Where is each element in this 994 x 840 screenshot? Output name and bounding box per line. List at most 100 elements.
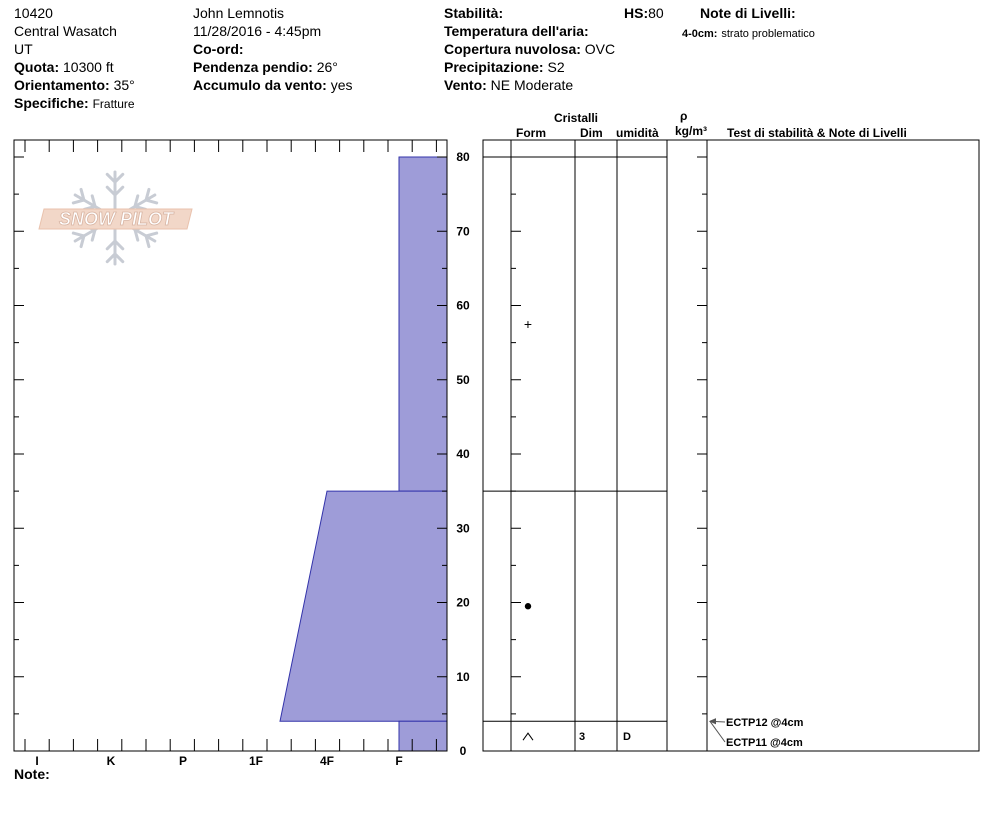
depth-label-10: 10 xyxy=(456,670,470,684)
snowflake-branch-3-0-0 xyxy=(113,239,125,251)
layer-form-symbol-2 xyxy=(522,732,534,741)
stability-tests: ECTP12 @4cm ECTP11 @4cm xyxy=(709,717,804,749)
form-header: Form xyxy=(516,126,546,140)
state-name: UT xyxy=(14,41,33,57)
wind-loading-value: yes xyxy=(330,77,353,93)
wind-loading-label: Accumulo da vento: xyxy=(193,77,327,93)
depth-label-20: 20 xyxy=(456,596,470,610)
moisture-header: umidità xyxy=(616,126,659,140)
tests-header: Test di stabilità & Note di Livelli xyxy=(727,126,907,140)
layer-size-2: 3 xyxy=(579,731,585,743)
observation-datetime: 11/28/2016 - 4:45pm xyxy=(193,23,322,39)
cloud-row: Copertura nuvolosa: OVC xyxy=(444,41,615,57)
elevation-row: Quota: 10300 ft xyxy=(14,59,114,75)
snowpilot-logo: SNOW PILOT xyxy=(38,170,193,266)
layer-form-symbol-1 xyxy=(524,603,532,610)
specifics-value: Fratture xyxy=(92,97,135,111)
slope-label: Pendenza pendio: xyxy=(193,59,313,75)
wind-label: Vento: xyxy=(444,77,487,93)
hs-row: HS:80 xyxy=(624,5,664,21)
layer-form-symbol-0: + xyxy=(524,316,532,332)
hardness-label-1F: 1F xyxy=(249,754,263,768)
chart-frames xyxy=(13,139,980,752)
hardness-label-I: I xyxy=(35,754,38,768)
snowflake-branch-2-1-1 xyxy=(144,234,151,249)
aspect-label: Orientamento: xyxy=(14,77,110,93)
test-arrowhead-1 xyxy=(709,718,716,725)
size-header: Dim xyxy=(580,126,603,140)
logo-text: SNOW PILOT xyxy=(59,209,175,229)
hardness-label-F: F xyxy=(395,754,402,768)
site-id: 10420 xyxy=(14,5,53,21)
hardness-profile xyxy=(279,156,448,752)
elevation-label: Quota: xyxy=(14,59,60,75)
snowflake-branch-3-0-1 xyxy=(105,239,117,251)
snowflake-branch-3-1-1 xyxy=(105,252,117,264)
snowflake-branch-0-1-1 xyxy=(113,172,125,184)
depth-label-70: 70 xyxy=(456,224,470,238)
hardness-layer-2 xyxy=(398,720,448,752)
wind-loading-row: Accumulo da vento: yes xyxy=(193,77,352,93)
snowflake-branch-2-1-0 xyxy=(144,231,159,238)
aspect-value: 35° xyxy=(113,77,135,93)
snowflake-branch-5-0-1 xyxy=(90,194,97,208)
hardness-label-P: P xyxy=(179,754,187,768)
snowflake-branch-1-1-0 xyxy=(144,187,151,202)
precip-label: Precipitazione: xyxy=(444,59,544,75)
density-unit-header: kg/m³ xyxy=(675,124,708,138)
snowflake-branch-0-1-0 xyxy=(105,172,117,184)
layer-notes-label: Note di Livelli: xyxy=(700,5,796,21)
crystals-header: Cristalli xyxy=(554,111,599,125)
wind-row: Vento: NE Moderate xyxy=(444,77,573,93)
hardness-layer-1 xyxy=(279,490,448,722)
elevation-value: 10300 ft xyxy=(63,59,114,75)
snowflake-branch-1-0-0 xyxy=(133,194,140,208)
snowflake-branch-2-0-1 xyxy=(133,228,140,242)
snowflake-branch-5-1-1 xyxy=(79,187,86,202)
stability-label: Stabilità: xyxy=(444,5,504,21)
test-label-0: ECTP12 @4cm xyxy=(726,717,804,729)
hardness-label-4F: 4F xyxy=(320,754,334,768)
depth-label-40: 40 xyxy=(456,447,470,461)
observer-name: John Lemnotis xyxy=(193,5,285,21)
depth-label-30: 30 xyxy=(456,521,470,535)
snowflake-branch-4-1-1 xyxy=(71,231,86,238)
coord-label: Co-ord: xyxy=(193,41,244,57)
layer-table: +3 D xyxy=(483,156,667,743)
snowflake-branch-5-1-0 xyxy=(71,198,86,205)
snowflake-branch-1-1-1 xyxy=(144,198,159,205)
hs-label: HS: xyxy=(624,5,649,21)
depth-label-60: 60 xyxy=(456,299,470,313)
depth-label-50: 50 xyxy=(456,373,470,387)
logo-band xyxy=(38,208,193,230)
layer-table-frame xyxy=(482,139,980,752)
rho-header: ρ xyxy=(680,109,688,123)
snowflake-branch-4-0-0 xyxy=(90,228,97,242)
slope-row: Pendenza pendio: 26° xyxy=(193,59,338,75)
air-temp-label: Temperatura dell'aria: xyxy=(444,23,589,39)
depth-label-80: 80 xyxy=(456,150,470,164)
hardness-label-K: K xyxy=(107,754,116,768)
layer-note-depth: 4-0cm: xyxy=(682,28,718,40)
layer-note-row: 4-0cm: strato problematico xyxy=(682,24,815,42)
precip-value: S2 xyxy=(547,59,565,75)
range-name: Central Wasatch xyxy=(14,23,117,39)
precip-row: Precipitazione: S2 xyxy=(444,59,565,75)
aspect-row: Orientamento: 35° xyxy=(14,77,135,93)
slope-value: 26° xyxy=(316,59,338,75)
test-label-1: ECTP11 @4cm xyxy=(726,737,803,749)
wind-value: NE Moderate xyxy=(490,77,574,93)
snowflake-branch-0-0-0 xyxy=(105,185,117,197)
cloud-value: OVC xyxy=(584,41,616,57)
note-label: Note: xyxy=(14,766,50,782)
snowflake-branch-0-0-1 xyxy=(113,185,125,197)
layer-note-text: strato problematico xyxy=(721,28,815,40)
snowflake-branch-3-1-0 xyxy=(113,252,125,264)
hardness-layer-0 xyxy=(398,156,448,492)
test-arrow-1 xyxy=(709,721,726,743)
snowflake-branch-4-1-0 xyxy=(79,234,86,249)
depth-label-0: 0 xyxy=(460,744,467,758)
hs-value: 80 xyxy=(648,5,664,21)
specifics-row: Specifiche: Fratture xyxy=(14,95,135,112)
